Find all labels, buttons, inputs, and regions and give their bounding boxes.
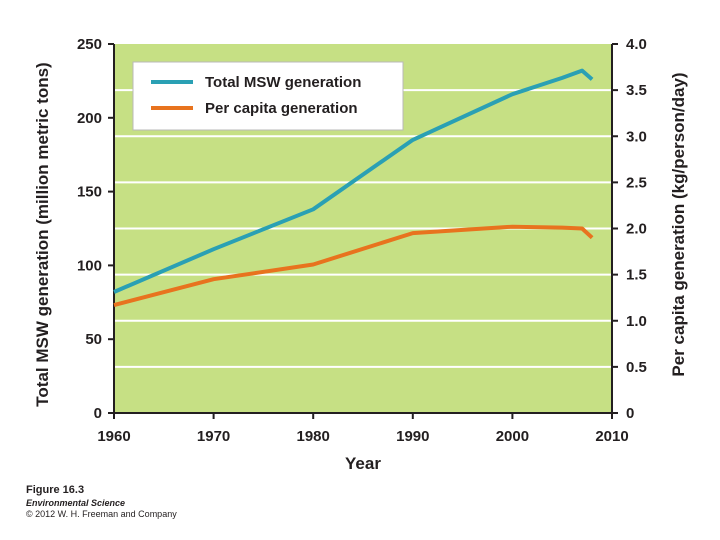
series-line-total-msw (113, 68, 594, 294)
y-tick-label: 0 (94, 405, 102, 422)
figure-number: Figure 16.3 (26, 484, 85, 496)
y-tick-label: 200 (77, 110, 102, 127)
y2-tick-label: 3.5 (626, 82, 647, 99)
legend-label-total: Total MSW generation (205, 74, 361, 91)
x-tick-label: 1990 (396, 428, 429, 445)
copyright: © 2012 W. H. Freeman and Company (26, 509, 177, 519)
y2-axis-title: Per capita generation (kg/person/day) (669, 72, 688, 376)
x-tick-label: 2000 (496, 428, 529, 445)
series-line-per-capita (113, 224, 594, 308)
y2-tick-label: 2.5 (626, 174, 647, 191)
y2-tick-label: 2.0 (626, 221, 647, 238)
axes (108, 43, 618, 419)
y-tick-label: 150 (77, 184, 102, 201)
x-tick-label: 1960 (97, 428, 130, 445)
y-tick-label: 100 (77, 257, 102, 274)
y2-tick-label: 1.5 (626, 267, 647, 284)
y-axis-title: Total MSW generation (million metric ton… (33, 62, 52, 406)
legend-box (132, 61, 404, 131)
y2-tick-label: 3.0 (626, 128, 647, 145)
y2-tick-label: 0 (626, 405, 634, 422)
y-tick-label: 250 (77, 36, 102, 53)
y2-tick-label: 0.5 (626, 359, 647, 376)
series-lines (113, 68, 594, 308)
x-tick-label: 2010 (595, 428, 628, 445)
y-tick-label: 50 (85, 331, 102, 348)
legend-label-per-capita: Per capita generation (205, 100, 358, 117)
book-title: Environmental Science (26, 498, 126, 508)
x-tick-label: 1980 (297, 428, 330, 445)
tick-labels: 1960 1970 1980 1990 2000 2010 0 50 100 150 200 250 0… (77, 36, 647, 445)
legend: Total MSW generation Per capita generati… (132, 61, 404, 131)
x-axis-title: Year (345, 454, 381, 473)
x-tick-label: 1970 (197, 428, 230, 445)
y2-tick-label: 4.0 (626, 36, 647, 53)
y2-tick-label: 1.0 (626, 313, 647, 330)
